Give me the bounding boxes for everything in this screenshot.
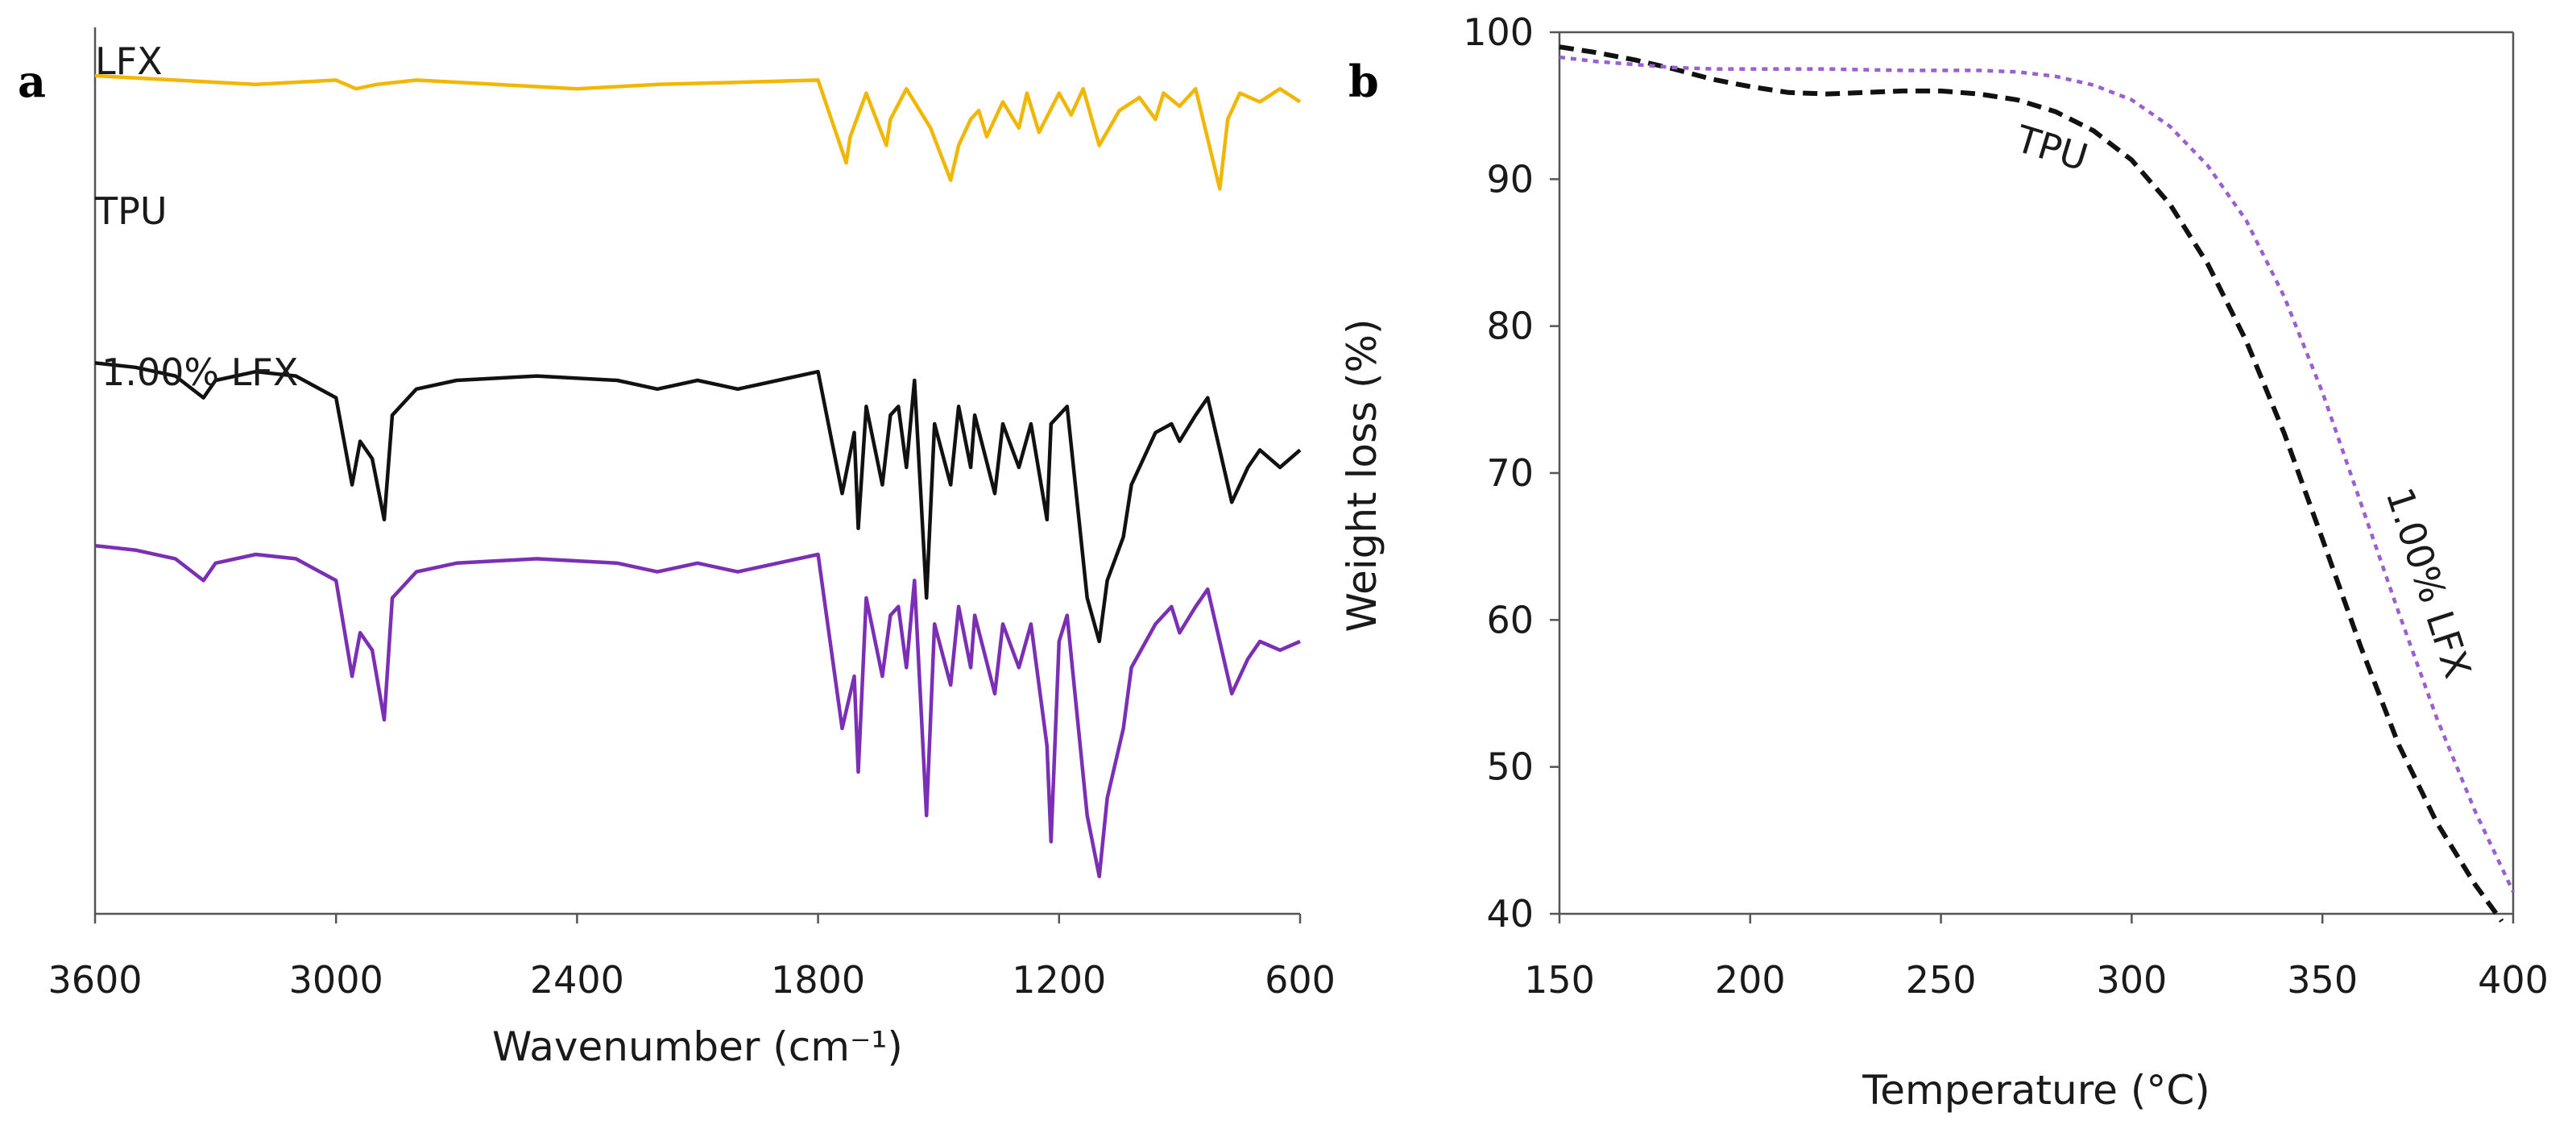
panel-b-y-axis-title: Weight loss (%) <box>1339 318 1385 632</box>
panel-b-x-axis-title: Temperature (°C) <box>1862 1067 2210 1114</box>
panel-b-letter: b <box>1348 56 1379 107</box>
panel-a-label-1pct-lfx: 1.00% LFX <box>101 351 298 394</box>
panel-b-y-tick-label: 40 <box>1486 892 1534 936</box>
panel-b-y-tick-label: 60 <box>1486 598 1534 641</box>
panel-b-x-tick-label: 400 <box>2478 958 2549 1002</box>
panel-b-x-tick-label: 250 <box>1906 958 1977 1002</box>
panel-b-series <box>1559 44 2516 923</box>
panel-b-x-tick-label: 350 <box>2287 958 2358 1002</box>
panel-a-x-tick-label: 1800 <box>771 958 865 1002</box>
panel-a-x-tick-label: 600 <box>1265 958 1336 1002</box>
panel-b-x-tick-label: 200 <box>1715 958 1786 1002</box>
panel-a-series-lfx <box>94 73 1302 191</box>
panel-b-label-1pct-lfx: 1.00% LFX <box>2378 483 2480 683</box>
panel-b-y-tick-label: 80 <box>1486 305 1534 348</box>
panel-b-series-1-00-lfx <box>1559 55 2516 893</box>
panel-b-y-tick-label: 70 <box>1486 451 1534 495</box>
panel-b-series-tpu <box>1559 44 2504 923</box>
panel-a-series-1-00-lfx <box>94 543 1301 878</box>
panel-a-x-tick-label: 2400 <box>530 958 624 1002</box>
panel-a-x-axis-title: Wavenumber (cm⁻¹) <box>492 1023 903 1070</box>
panel-a-label-lfx: LFX <box>95 39 163 83</box>
panel-b-y-tick-label: 90 <box>1486 157 1534 201</box>
panel-b-x-ticks: 150 200 250 300 350 400 <box>1524 914 2549 1002</box>
panel-a: a 3600 3000 2400 1800 1200 600 LFX TPU 1.00% … <box>18 27 1336 1070</box>
panel-a-x-tick-label: 1200 <box>1012 958 1106 1002</box>
panel-b-x-tick-label: 300 <box>2096 958 2167 1002</box>
panel-a-series-tpu <box>94 361 1302 644</box>
panel-b-x-tick-label: 150 <box>1524 958 1595 1002</box>
panel-a-letter: a <box>18 56 46 107</box>
panel-b-y-ticks: 40 50 60 70 80 90 100 <box>1463 10 1559 936</box>
panel-b-y-tick-label: 50 <box>1486 745 1534 789</box>
panel-a-label-tpu: TPU <box>94 189 168 233</box>
panel-a-x-tick-label: 3600 <box>48 958 142 1002</box>
panel-a-x-tick-label: 3000 <box>289 958 383 1002</box>
panel-a-x-ticks: 3600 3000 2400 1800 1200 600 <box>48 914 1336 1002</box>
panel-b-y-tick-label: 100 <box>1463 10 1534 54</box>
panel-a-series <box>94 73 1302 878</box>
